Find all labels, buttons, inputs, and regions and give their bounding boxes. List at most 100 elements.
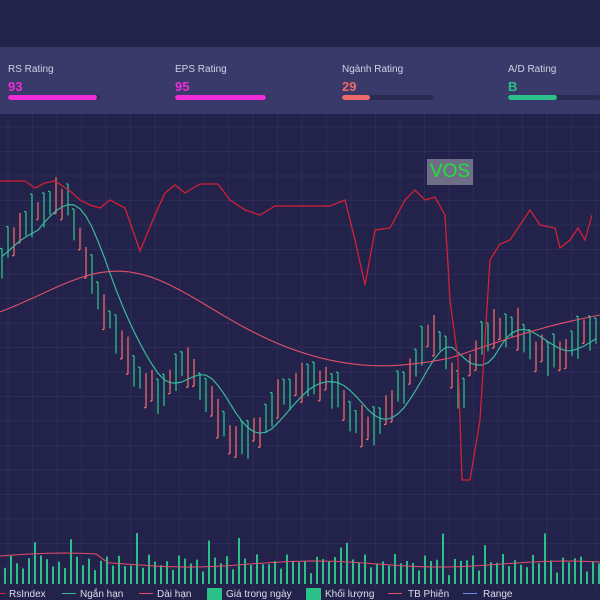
legend-intraday[interactable]: Giá trong ngày bbox=[226, 589, 292, 600]
volume-bar bbox=[352, 559, 354, 584]
volume-bar bbox=[250, 565, 252, 584]
ad-rating-fill bbox=[508, 95, 557, 100]
volume-bar bbox=[586, 571, 588, 584]
volume-bar bbox=[430, 561, 432, 584]
volume-bar bbox=[292, 560, 294, 584]
eps-rating-bar bbox=[175, 95, 267, 100]
volume-bar bbox=[478, 570, 480, 584]
volume-bar bbox=[460, 560, 462, 584]
volume-bar bbox=[106, 556, 108, 584]
volume-bar bbox=[454, 558, 456, 584]
volume-bar bbox=[340, 547, 342, 584]
ratings-panel: RS Rating 93 EPS Rating 95 Ngành Rating … bbox=[0, 47, 600, 114]
volume-bar bbox=[574, 558, 576, 584]
short-term-legend-swatch bbox=[62, 593, 76, 594]
volume-bar bbox=[238, 537, 240, 584]
volume-bar bbox=[220, 563, 222, 584]
volume-bar bbox=[172, 569, 174, 584]
legend-short-term[interactable]: Ngắn hạn bbox=[80, 589, 124, 600]
long-term-ma-line bbox=[0, 270, 600, 367]
volume-bar bbox=[550, 560, 552, 584]
volume-bar bbox=[28, 558, 30, 584]
ad-rating-label: A/D Rating bbox=[508, 64, 557, 75]
volume-bar bbox=[442, 533, 444, 584]
legend-range[interactable]: Range bbox=[483, 589, 513, 600]
volume-bar bbox=[466, 560, 468, 584]
volume-bar bbox=[232, 569, 234, 584]
volume-bar bbox=[376, 563, 378, 584]
ticker-badge: VOS bbox=[427, 159, 473, 185]
legend-long-term[interactable]: Dài hạn bbox=[157, 589, 192, 600]
volume-bar bbox=[532, 554, 534, 584]
rs-rating-value: 93 bbox=[8, 79, 23, 94]
volume-bar bbox=[70, 539, 72, 584]
range-legend-swatch bbox=[463, 593, 477, 594]
volume-bar bbox=[544, 533, 546, 584]
volume-bar bbox=[358, 562, 360, 584]
volume-bar bbox=[46, 559, 48, 584]
price-chart[interactable] bbox=[0, 114, 600, 588]
volume-bar bbox=[82, 565, 84, 584]
volume-bar bbox=[10, 555, 12, 584]
legend-rsindex[interactable]: RsIndex bbox=[9, 589, 46, 600]
volume-bar bbox=[484, 545, 486, 584]
volume-bar bbox=[100, 560, 102, 584]
volume-bar bbox=[418, 570, 420, 584]
volume-bar bbox=[202, 571, 204, 584]
volume-bar bbox=[166, 561, 168, 584]
eps-rating-label: EPS Rating bbox=[175, 64, 227, 75]
volume-bar bbox=[4, 568, 6, 584]
ad-rating-value: B bbox=[508, 79, 518, 94]
volume-bar bbox=[322, 559, 324, 584]
volume-bar bbox=[448, 575, 450, 584]
volume-bar bbox=[556, 572, 558, 584]
rsindex-line bbox=[0, 180, 593, 481]
volume-bar bbox=[382, 561, 384, 584]
rsindex-legend-swatch bbox=[0, 593, 6, 594]
volume-bar bbox=[472, 555, 474, 584]
rs-rating-fill bbox=[8, 95, 98, 100]
volume-bar bbox=[244, 558, 246, 584]
volume-bar bbox=[34, 542, 36, 584]
volume-bar bbox=[400, 563, 402, 584]
volume-bar bbox=[58, 561, 60, 584]
volume-bar bbox=[334, 557, 336, 584]
volume-bar bbox=[184, 558, 186, 584]
volume-bar bbox=[256, 554, 258, 584]
volume-bar bbox=[226, 556, 228, 584]
volume-bar bbox=[52, 566, 54, 584]
volume-bar bbox=[388, 565, 390, 584]
volume-bar bbox=[124, 566, 126, 584]
volume-bar bbox=[112, 565, 114, 584]
volume-bar bbox=[328, 561, 330, 584]
volume-bar bbox=[580, 556, 582, 584]
volume-bar bbox=[598, 563, 600, 584]
volume-bar bbox=[526, 567, 528, 584]
volume-bar bbox=[22, 568, 24, 584]
intraday-legend-swatch bbox=[207, 588, 222, 600]
volume-bar bbox=[268, 564, 270, 584]
volume-bar bbox=[286, 554, 288, 584]
volume-bar bbox=[160, 565, 162, 584]
avg-session-legend-swatch bbox=[388, 593, 402, 594]
legend-volume[interactable]: Khối lượng bbox=[325, 589, 375, 600]
volume-bar bbox=[40, 555, 42, 584]
volume-bar bbox=[274, 561, 276, 584]
volume-bar bbox=[280, 568, 282, 584]
volume-bar bbox=[508, 566, 510, 584]
volume-bar bbox=[262, 564, 264, 584]
volume-bar bbox=[406, 560, 408, 584]
eps-rating-fill bbox=[175, 95, 267, 100]
industry-rating-bar bbox=[342, 95, 434, 100]
industry-rating-fill bbox=[342, 95, 370, 100]
volume-bar bbox=[562, 557, 564, 584]
rs-rating-label: RS Rating bbox=[8, 64, 54, 75]
volume-bar bbox=[502, 554, 504, 584]
volume-bar bbox=[496, 562, 498, 584]
volume-bar bbox=[76, 556, 78, 584]
volume-bar bbox=[304, 561, 306, 584]
rs-rating-bar bbox=[8, 95, 100, 100]
volume-bar bbox=[190, 563, 192, 584]
volume-bar bbox=[148, 554, 150, 584]
legend-avg-session[interactable]: TB Phiên bbox=[408, 589, 450, 600]
